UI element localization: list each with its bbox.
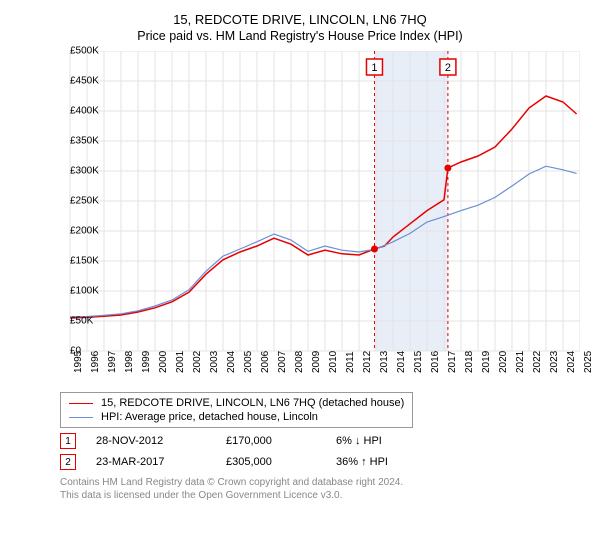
xtick-label: 2004 xyxy=(226,351,237,373)
xtick-label: 2013 xyxy=(379,351,390,373)
xtick-label: 2021 xyxy=(515,351,526,373)
xtick-label: 2007 xyxy=(277,351,288,373)
svg-text:2: 2 xyxy=(445,62,451,74)
chart-svg: 12 xyxy=(20,51,580,386)
xtick-label: 2017 xyxy=(447,351,458,373)
xtick-label: 2024 xyxy=(566,351,577,373)
xtick-label: 2008 xyxy=(294,351,305,373)
sale-diff: 36% ↑ HPI xyxy=(336,456,436,468)
xtick-label: 1998 xyxy=(124,351,135,373)
xtick-label: 2002 xyxy=(192,351,203,373)
sale-price: £170,000 xyxy=(226,435,316,447)
legend-label: HPI: Average price, detached house, Linc… xyxy=(101,411,318,423)
xtick-label: 2014 xyxy=(396,351,407,373)
legend-box: 15, REDCOTE DRIVE, LINCOLN, LN6 7HQ (det… xyxy=(60,392,413,428)
sale-row: 2 23-MAR-2017 £305,000 36% ↑ HPI xyxy=(60,454,590,470)
xtick-label: 2020 xyxy=(498,351,509,373)
legend-row: HPI: Average price, detached house, Linc… xyxy=(69,410,404,424)
xtick-label: 2018 xyxy=(464,351,475,373)
legend-swatch xyxy=(69,417,93,418)
series-blue xyxy=(70,166,577,317)
xtick-label: 1996 xyxy=(90,351,101,373)
sale-row: 1 28-NOV-2012 £170,000 6% ↓ HPI xyxy=(60,433,590,449)
xtick-label: 2005 xyxy=(243,351,254,373)
xtick-label: 2010 xyxy=(328,351,339,373)
xtick-label: 1995 xyxy=(73,351,84,373)
sale-marker-box: 1 xyxy=(366,59,382,75)
sale-date: 23-MAR-2017 xyxy=(96,456,206,468)
xtick-label: 2025 xyxy=(583,351,594,373)
xtick-label: 2011 xyxy=(345,351,356,373)
xtick-label: 2023 xyxy=(549,351,560,373)
footer-line2: This data is licensed under the Open Gov… xyxy=(60,489,590,502)
xtick-label: 2019 xyxy=(481,351,492,373)
footer-line1: Contains HM Land Registry data © Crown c… xyxy=(60,476,590,489)
xtick-label: 2016 xyxy=(430,351,441,373)
sale-price: £305,000 xyxy=(226,456,316,468)
xtick-label: 2012 xyxy=(362,351,373,373)
xtick-label: 2000 xyxy=(158,351,169,373)
sale-marker-icon: 2 xyxy=(60,454,76,470)
sale-date: 28-NOV-2012 xyxy=(96,435,206,447)
svg-text:1: 1 xyxy=(371,62,377,74)
chart-area: 12 £0£50K£100K£150K£200K£250K£300K£350K£… xyxy=(20,51,580,386)
sale-marker-box: 2 xyxy=(440,59,456,75)
xtick-label: 2003 xyxy=(209,351,220,373)
chart-title: 15, REDCOTE DRIVE, LINCOLN, LN6 7HQ xyxy=(10,12,590,27)
legend-row: 15, REDCOTE DRIVE, LINCOLN, LN6 7HQ (det… xyxy=(69,396,404,410)
xtick-label: 2001 xyxy=(175,351,186,373)
sale-dot xyxy=(444,165,451,172)
chart-subtitle: Price paid vs. HM Land Registry's House … xyxy=(10,29,590,43)
sale-marker-icon: 1 xyxy=(60,433,76,449)
legend-label: 15, REDCOTE DRIVE, LINCOLN, LN6 7HQ (det… xyxy=(101,397,404,409)
sale-dot xyxy=(371,246,378,253)
xtick-label: 2009 xyxy=(311,351,322,373)
xtick-label: 2015 xyxy=(413,351,424,373)
xtick-label: 1997 xyxy=(107,351,118,373)
xtick-label: 2022 xyxy=(532,351,543,373)
sale-diff: 6% ↓ HPI xyxy=(336,435,436,447)
footer-text: Contains HM Land Registry data © Crown c… xyxy=(60,476,590,502)
xtick-label: 2006 xyxy=(260,351,271,373)
series-red xyxy=(70,96,577,318)
xtick-label: 1999 xyxy=(141,351,152,373)
legend-swatch xyxy=(69,403,93,404)
